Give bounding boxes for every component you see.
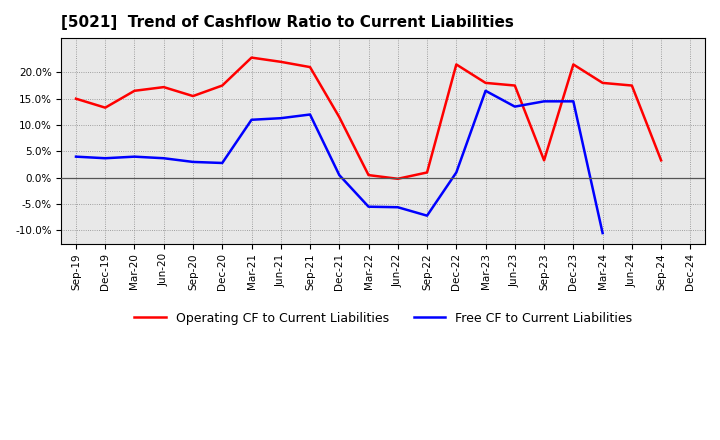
Line: Operating CF to Current Liabilities: Operating CF to Current Liabilities	[76, 58, 661, 179]
Operating CF to Current Liabilities	[247, 55, 256, 60]
Operating CF to Current Liabilities	[510, 83, 519, 88]
Operating CF to Current Liabilities	[306, 64, 315, 70]
Operating CF to Current Liabilities	[628, 83, 636, 88]
Operating CF to Current Liabilities	[598, 80, 607, 85]
Operating CF to Current Liabilities	[540, 158, 549, 163]
Free CF to Current Liabilities	[569, 99, 577, 104]
Line: Free CF to Current Liabilities: Free CF to Current Liabilities	[76, 91, 603, 233]
Free CF to Current Liabilities	[540, 99, 549, 104]
Free CF to Current Liabilities	[423, 213, 431, 218]
Free CF to Current Liabilities	[306, 112, 315, 117]
Free CF to Current Liabilities	[159, 156, 168, 161]
Operating CF to Current Liabilities	[364, 172, 373, 178]
Free CF to Current Liabilities	[276, 116, 285, 121]
Free CF to Current Liabilities	[364, 204, 373, 209]
Operating CF to Current Liabilities	[481, 80, 490, 85]
Free CF to Current Liabilities	[394, 205, 402, 210]
Operating CF to Current Liabilities	[101, 105, 109, 110]
Free CF to Current Liabilities	[335, 172, 343, 178]
Free CF to Current Liabilities	[481, 88, 490, 93]
Free CF to Current Liabilities	[218, 160, 227, 165]
Operating CF to Current Liabilities	[394, 176, 402, 181]
Free CF to Current Liabilities	[510, 104, 519, 109]
Free CF to Current Liabilities	[101, 156, 109, 161]
Operating CF to Current Liabilities	[423, 170, 431, 175]
Free CF to Current Liabilities	[130, 154, 139, 159]
Text: [5021]  Trend of Cashflow Ratio to Current Liabilities: [5021] Trend of Cashflow Ratio to Curren…	[61, 15, 514, 30]
Free CF to Current Liabilities	[72, 154, 81, 159]
Operating CF to Current Liabilities	[218, 83, 227, 88]
Operating CF to Current Liabilities	[452, 62, 461, 67]
Operating CF to Current Liabilities	[335, 114, 343, 120]
Free CF to Current Liabilities	[598, 231, 607, 236]
Legend: Operating CF to Current Liabilities, Free CF to Current Liabilities: Operating CF to Current Liabilities, Fre…	[130, 307, 637, 330]
Operating CF to Current Liabilities	[72, 96, 81, 101]
Free CF to Current Liabilities	[452, 170, 461, 175]
Operating CF to Current Liabilities	[569, 62, 577, 67]
Free CF to Current Liabilities	[189, 159, 197, 165]
Operating CF to Current Liabilities	[189, 93, 197, 99]
Free CF to Current Liabilities	[247, 117, 256, 122]
Operating CF to Current Liabilities	[276, 59, 285, 65]
Operating CF to Current Liabilities	[130, 88, 139, 93]
Operating CF to Current Liabilities	[159, 84, 168, 90]
Operating CF to Current Liabilities	[657, 158, 665, 163]
